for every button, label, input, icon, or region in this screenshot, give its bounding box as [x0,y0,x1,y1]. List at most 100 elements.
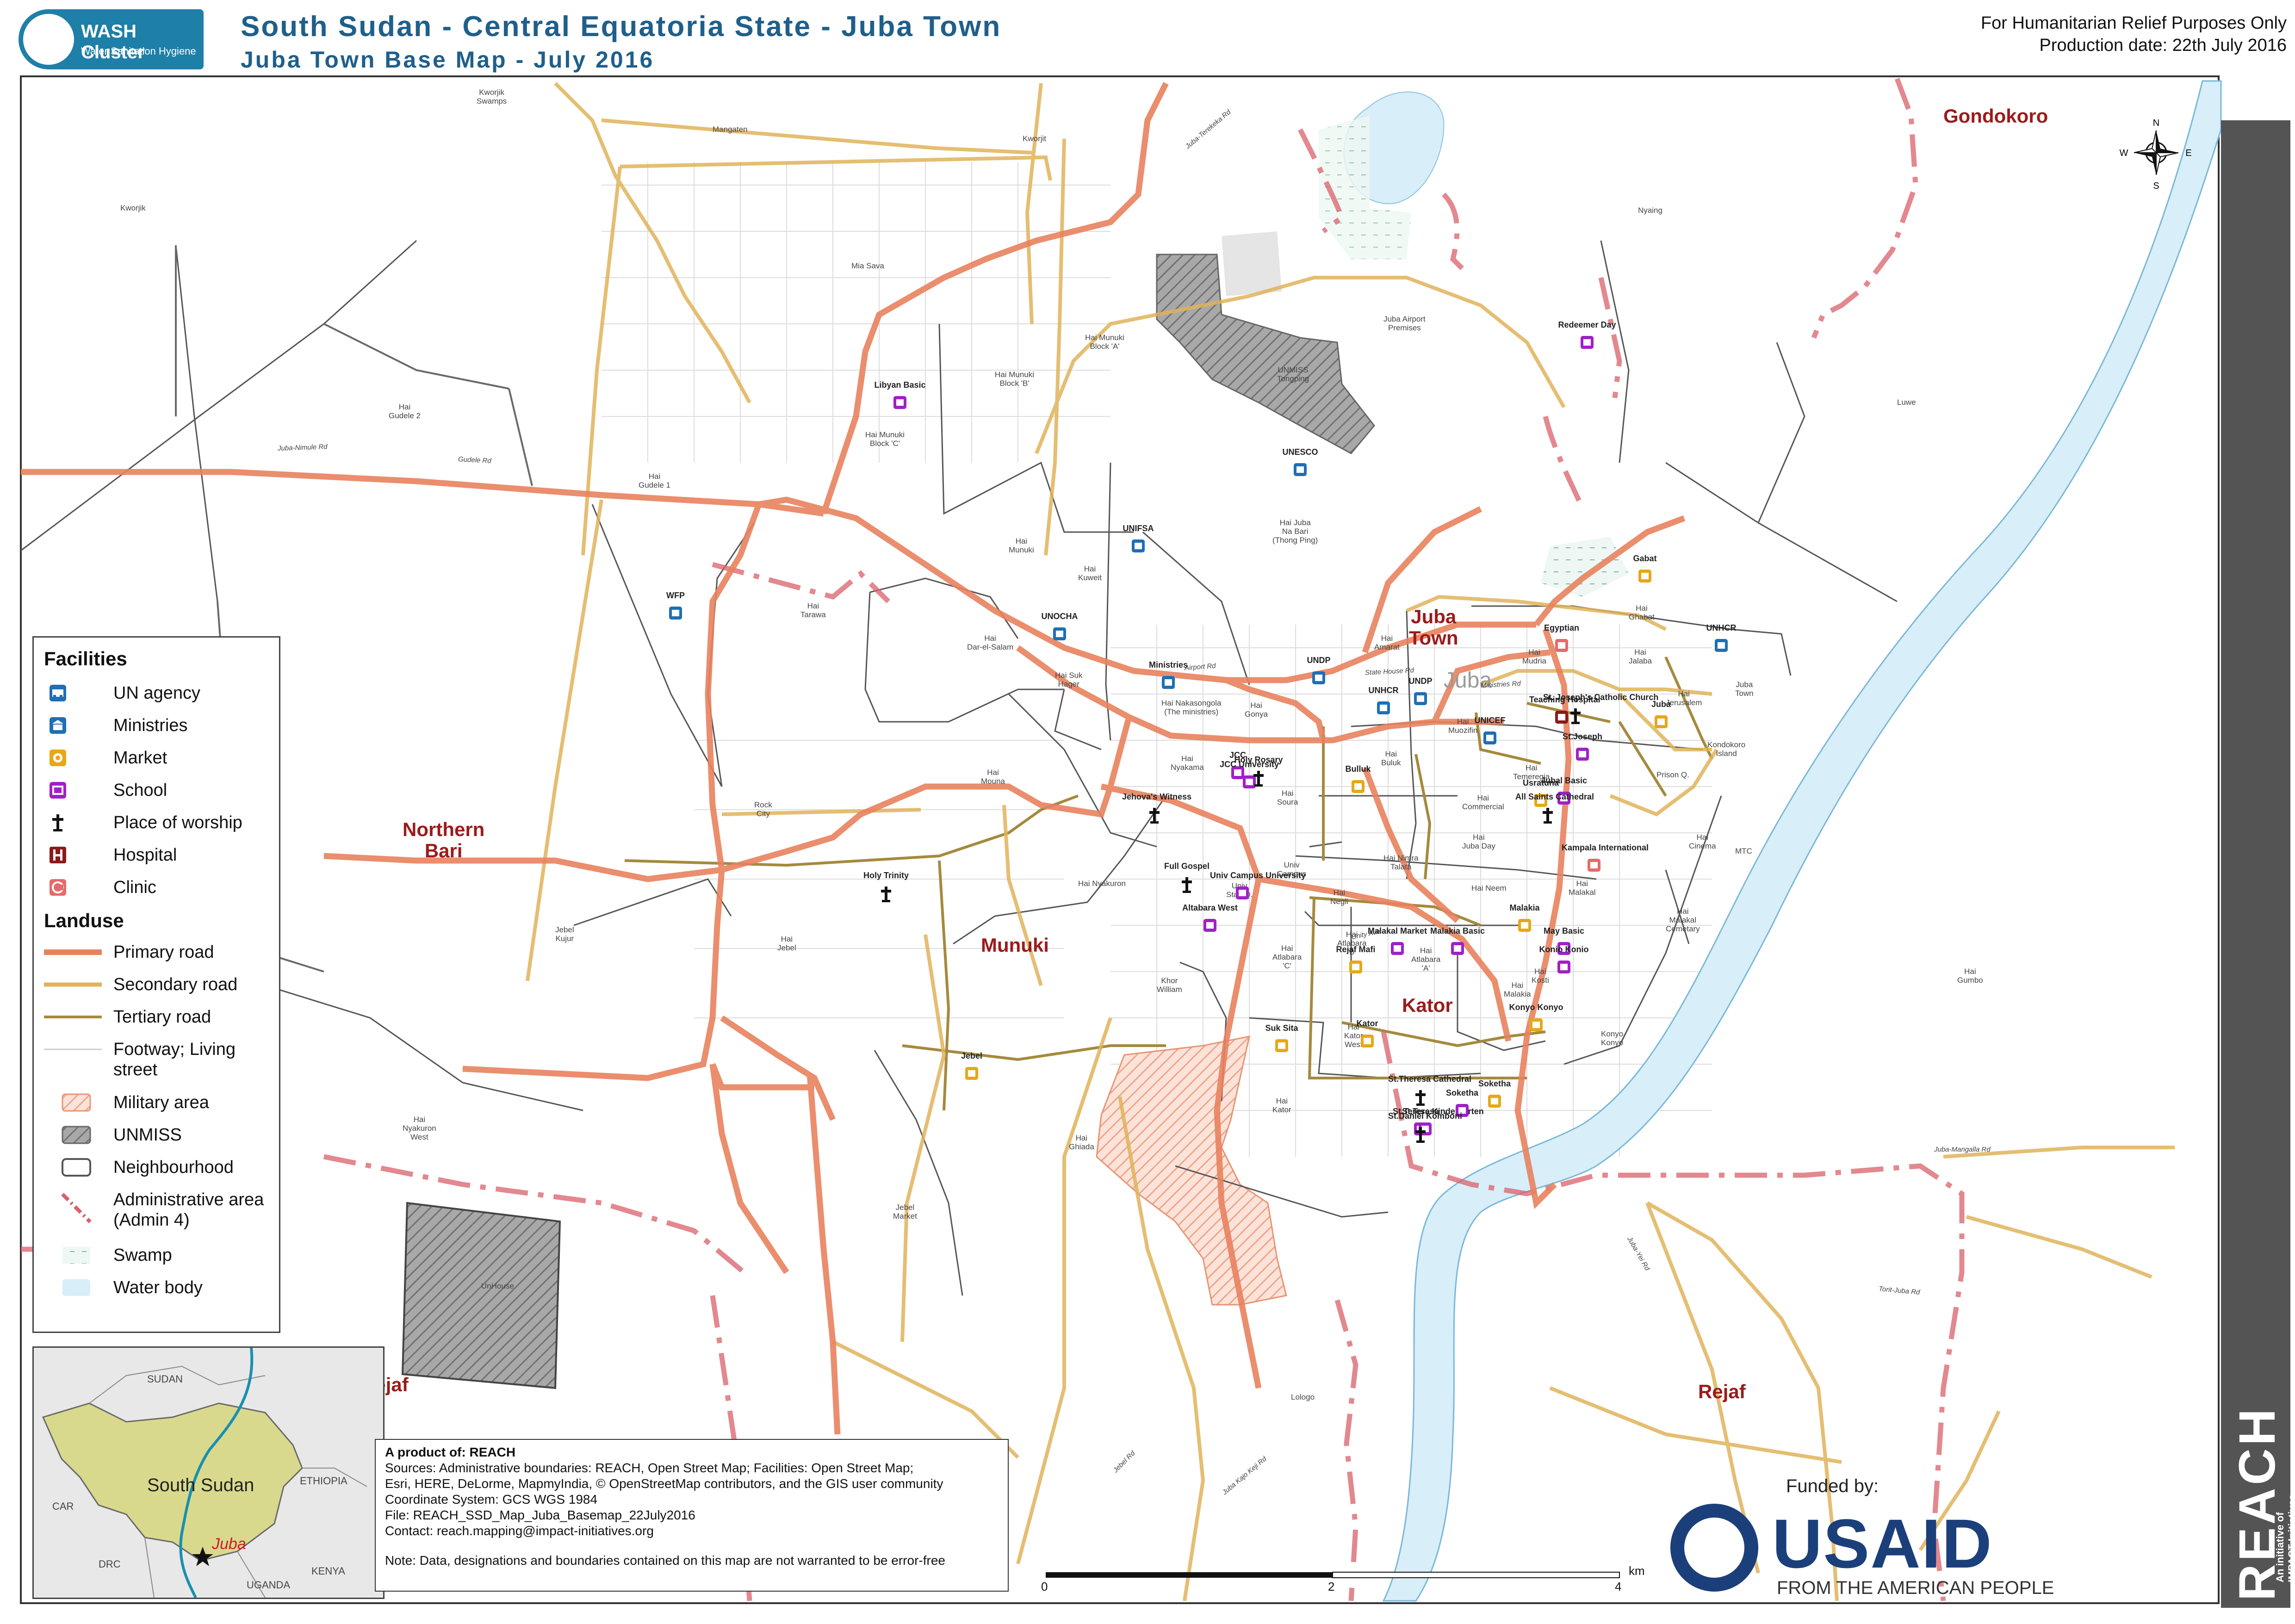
legend-label-un-agency: UN agency [113,683,200,703]
cross-icon[interactable] [880,886,893,905]
credits-line-4: File: REACH_SSD_Map_Juba_Basemap_22July2… [385,1508,695,1522]
place-label: Hai Buluk [1381,750,1401,767]
cross-icon[interactable] [1569,708,1582,726]
swamp-swatch [44,1245,90,1265]
map-legend: Facilities UN agency Ministries Market S… [32,636,280,1333]
legend-label-military: Military area [113,1093,209,1112]
place-label: Hai Atlabara 'A' [1411,946,1440,973]
place-label-line: Jalaba [1629,657,1652,665]
place-label-line: Malakal [1569,888,1596,897]
place-label: Khor William [1157,976,1182,994]
place-label-line: (The ministries) [1164,707,1219,716]
school-icon[interactable] [1243,775,1256,791]
place-label-line: Island [1716,749,1737,758]
ministries-icon[interactable] [1162,676,1175,691]
market-icon[interactable] [1655,715,1668,731]
school-icon[interactable] [1203,919,1216,934]
un-agency-icon[interactable] [1312,671,1325,687]
cross-icon[interactable] [1414,1090,1427,1108]
place-label: Hai Malakal Cemetary [1666,907,1700,933]
place-label-line: Hai [1346,930,1358,939]
place-label-line: Konyo [1601,1029,1624,1038]
market-icon[interactable] [1534,794,1547,809]
cross-icon[interactable] [1414,1127,1427,1145]
hospital-icon[interactable] [1555,711,1568,726]
water-swatch [44,1277,90,1298]
place-label-line: Mangaten [713,125,748,134]
facility-label: Holy Trinity [863,871,909,880]
un-agency-icon[interactable] [1414,692,1427,707]
hospital-icon [44,845,70,865]
school-icon[interactable] [1581,336,1594,351]
clinic-icon[interactable] [1588,859,1600,874]
place-label: Hai Munuki Block 'A' [1085,333,1124,351]
place-label-line: Juba Airport [1383,315,1426,323]
facility-label: UNDP [1307,656,1331,665]
region-juba-town-l1: Juba [1411,606,1457,627]
facility-label: UNIFSA [1123,524,1154,533]
market-icon[interactable] [1349,961,1362,976]
un-agency-icon[interactable] [1377,701,1390,717]
un-agency-icon[interactable] [1053,627,1066,643]
cross-icon[interactable] [1252,771,1265,789]
school-icon[interactable] [1236,886,1249,902]
legend-label-secondary-road: Secondary road [113,975,238,994]
un-agency-icon[interactable] [1294,463,1307,478]
cross-icon[interactable] [1541,808,1554,826]
place-label-line: Hai [1473,833,1485,842]
place-label-line: Hai [1525,763,1538,772]
road-label: Juba-Nimule Rd [277,443,328,452]
school-icon[interactable] [1456,1104,1469,1119]
school-icon[interactable] [1557,792,1570,807]
credits-box: A product of: REACH Sources: Administrat… [375,1439,1009,1592]
clinic-icon[interactable] [1555,639,1568,654]
facility-label: Kator [1356,1019,1378,1028]
place-label-line: Hai [1477,793,1489,802]
market-icon[interactable] [1518,919,1531,934]
place-label-line: Hai Munuki [1085,333,1125,342]
place-label-line: Block 'C' [869,439,900,448]
school-icon[interactable] [1451,942,1464,957]
market-icon[interactable] [1488,1095,1501,1110]
place-label-line: Kworjit [1023,134,1047,143]
un-agency-icon[interactable] [1132,539,1145,555]
market-icon[interactable] [1361,1035,1374,1050]
market-icon[interactable] [965,1067,978,1082]
facility-label: Bulluk [1345,764,1371,774]
place-label: Hai Nyakuron West [403,1115,436,1141]
inset-drc: DRC [99,1558,121,1570]
facility-label: WFP [666,591,685,600]
place-label: Hai Dar-el-Salam [967,634,1013,651]
facility-label: Jebel [961,1051,983,1060]
market-icon[interactable] [1352,780,1365,795]
place-label-line: Kator [1344,1031,1363,1040]
school-icon[interactable] [1557,942,1570,957]
school-icon[interactable] [1391,942,1404,957]
place-label-line: Gudele 2 [389,411,421,420]
un-agency-icon[interactable] [669,607,682,622]
region-northern-bari-l1: Northern [403,818,485,840]
school-icon[interactable] [1557,961,1570,976]
credits-note: Note: Data, designations and boundaries … [385,1553,945,1568]
credits-head: A product of: REACH [385,1445,516,1459]
place-label-line: Hai [1677,907,1689,916]
unmiss-swatch [44,1125,91,1145]
legend-item-market: Market [44,744,275,772]
school-icon[interactable] [893,396,906,411]
facility-label: Soketha [1478,1079,1511,1088]
un-agency-icon[interactable] [1483,731,1496,747]
place-label-line: Kworjik [479,88,504,97]
place-label: Hai Nyakuron [1078,879,1126,888]
place-label-line: 'A' [1421,964,1430,973]
school-icon[interactable] [1576,748,1589,763]
school-icon[interactable] [1231,766,1244,781]
legend-label-water: Water body [113,1278,203,1297]
un-agency-icon[interactable] [1715,639,1728,654]
cross-icon[interactable] [1180,877,1193,895]
market-icon[interactable] [1638,570,1651,585]
market-icon[interactable] [1275,1039,1288,1054]
inset-nile [179,1348,254,1598]
market-icon[interactable] [1530,1018,1543,1034]
cross-icon[interactable] [1148,808,1161,826]
